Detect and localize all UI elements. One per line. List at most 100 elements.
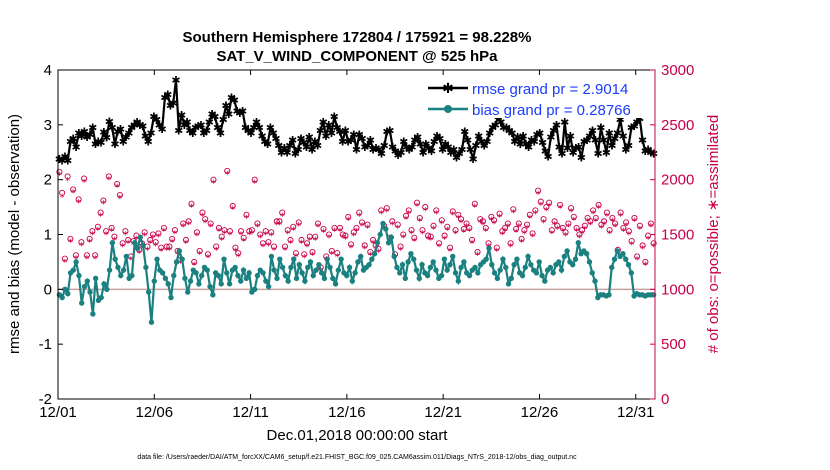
bias-point: [344, 272, 350, 279]
obs-assimilated-point: *: [346, 216, 351, 227]
rmse-point: ✱: [638, 134, 647, 147]
bias-point: [539, 272, 545, 279]
obs-assimilated-point: *: [126, 239, 131, 250]
obs-assimilated-point: *: [417, 217, 422, 228]
obs-assimilated-point: *: [115, 183, 120, 194]
rmse-point: ✱: [152, 113, 161, 126]
rmse-point: ✱: [421, 138, 430, 151]
obs-assimilated-point: *: [643, 261, 648, 272]
rmse-point: ✱: [471, 140, 480, 153]
obs-assimilated-point: *: [351, 231, 356, 242]
obs-assimilated-point: *: [194, 231, 199, 242]
bias-point: [171, 272, 177, 279]
obs-possible-point: [191, 258, 198, 265]
bias-point: [374, 240, 381, 246]
legend-rmse-marker: ✱: [442, 81, 454, 97]
rmse-point: ✱: [485, 127, 494, 140]
rmse-point: ✱: [394, 149, 403, 162]
rmse-point: ✱: [196, 119, 205, 132]
obs-possible-point: [160, 224, 167, 231]
bias-point: [324, 256, 330, 262]
obs-possible-point: [83, 252, 90, 259]
bias-point: [251, 286, 258, 293]
obs-possible-point: [378, 207, 385, 214]
rmse-point: ✱: [302, 141, 311, 154]
rmse-point: ✱: [557, 147, 566, 160]
rmse-point: ✱: [313, 140, 322, 153]
bias-point: [79, 300, 85, 306]
obs-assimilated-point: *: [225, 170, 230, 181]
obs-possible-point: [284, 227, 291, 234]
rmse-point: ✱: [183, 116, 192, 129]
bias-point: [572, 256, 579, 262]
rmse-point: ✱: [446, 146, 455, 159]
obs-possible-point: [452, 227, 459, 234]
bias-point: [430, 259, 436, 265]
bias-point: [589, 270, 595, 276]
rmse-point: ✱: [171, 74, 180, 87]
obs-possible-point: [235, 250, 242, 257]
bias-point: [416, 275, 422, 282]
bias-point: [224, 270, 230, 276]
obs-possible-point: [125, 236, 132, 244]
obs-assimilated-point: *: [560, 227, 565, 238]
x-tick-label: 12/16: [328, 404, 366, 421]
bias-point: [330, 275, 336, 282]
obs-assimilated-point: *: [401, 233, 406, 244]
bias-point: [371, 250, 378, 257]
rmse-point: ✱: [377, 147, 386, 160]
rmse-point: ✱: [635, 112, 644, 125]
rmse-point: ✱: [643, 144, 652, 157]
obs-possible-point: [356, 209, 363, 216]
obs-assimilated-point: *: [475, 251, 480, 262]
obs-possible-point: [389, 218, 396, 225]
rmse-point: ✱: [410, 134, 419, 147]
rmse-point: ✱: [574, 141, 583, 154]
bias-point: [302, 278, 308, 284]
obs-assimilated-point: *: [533, 209, 538, 220]
obs-assimilated-point: *: [538, 200, 543, 211]
obs-possible-point: [482, 224, 489, 231]
obs-assimilated-point: *: [456, 213, 461, 224]
bias-point: [561, 253, 568, 260]
obs-possible-point: [147, 236, 154, 244]
bias-point: [332, 281, 339, 287]
bias-point: [528, 261, 534, 268]
obs-assimilated-point: *: [566, 222, 571, 233]
rmse-point: ✱: [77, 130, 86, 143]
legend-bias-marker: [444, 105, 452, 113]
obs-possible-point: [336, 224, 344, 231]
bias-point: [377, 231, 383, 238]
obs-possible-point: [402, 212, 410, 219]
bias-point: [405, 259, 411, 265]
rmse-point: ✱: [213, 122, 222, 135]
obs-assimilated-point: *: [274, 220, 279, 231]
obs-assimilated-point: *: [164, 245, 169, 256]
obs-assimilated-point: *: [461, 228, 466, 239]
rmse-point: ✱: [244, 124, 253, 137]
obs-assimilated-point: *: [241, 236, 246, 247]
rmse-point: ✱: [505, 124, 514, 137]
legend-box: [423, 77, 651, 118]
obs-possible-point: [358, 219, 366, 226]
obs-possible-point: [86, 235, 93, 242]
rmse-point: ✱: [80, 125, 89, 138]
rmse-point: ✱: [269, 127, 278, 140]
obs-assimilated-point: *: [368, 251, 373, 262]
rmse-point: ✱: [163, 89, 172, 102]
obs-possible-point: [64, 173, 71, 180]
rmse-point: ✱: [413, 131, 422, 144]
obs-possible-point: [405, 207, 412, 214]
bias-point: [90, 311, 96, 317]
bias-point: [87, 289, 93, 295]
bias-point: [299, 270, 305, 276]
obs-possible-point: [601, 218, 608, 225]
x-tick-label: 12/31: [617, 404, 655, 421]
bias-point: [380, 220, 386, 227]
axis-ticks: [57, 69, 655, 400]
obs-possible-point: [240, 234, 247, 241]
obs-assimilated-point: *: [189, 202, 194, 213]
rmse-point: ✱: [596, 122, 605, 135]
obs-assimilated-point: *: [412, 236, 417, 247]
